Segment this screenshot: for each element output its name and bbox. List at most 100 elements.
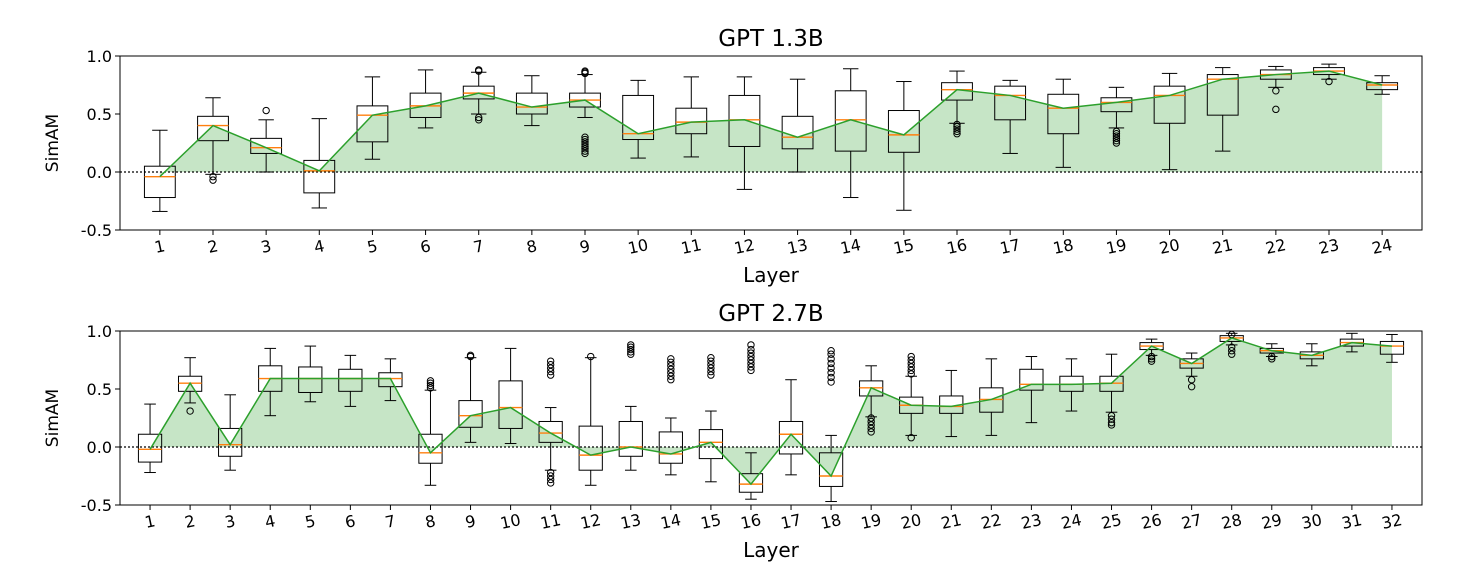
box-iqr	[1153, 85, 1186, 124]
flier-point	[1272, 105, 1280, 114]
box-iqr	[356, 105, 389, 143]
area-fill	[150, 337, 1392, 485]
box-iqr	[143, 165, 176, 199]
x-tick-label: 5	[303, 511, 317, 532]
box-iqr	[1379, 340, 1405, 355]
box-iqr	[887, 110, 920, 153]
flier-point	[707, 367, 715, 376]
x-tick-label: 18	[819, 510, 843, 533]
flier-point	[546, 479, 555, 487]
flier-point	[546, 367, 555, 376]
x-tick-label: 1	[153, 236, 167, 257]
box-iqr	[1206, 74, 1239, 116]
x-tick-label: 23	[1019, 510, 1043, 533]
x-tick-label: 6	[419, 236, 433, 257]
flier-point	[667, 365, 675, 373]
x-tick-label: 1	[143, 511, 157, 532]
box-iqr	[218, 427, 243, 457]
flier-point	[546, 357, 555, 365]
area-fill	[159, 71, 1383, 177]
box-22	[979, 358, 1004, 436]
flier-point	[953, 120, 961, 129]
flier-point	[627, 343, 635, 351]
x-tick-label: 28	[1220, 510, 1244, 533]
axes-frame	[119, 330, 1423, 506]
box-iqr	[498, 380, 523, 429]
flier-point	[827, 355, 835, 363]
flier-point	[867, 421, 875, 429]
flier-point	[1187, 376, 1196, 384]
flier-point	[867, 428, 875, 436]
x-tick-label: 3	[259, 236, 273, 257]
flier-point	[475, 66, 483, 74]
x-tick-label: 21	[939, 510, 963, 533]
box-14	[834, 68, 867, 199]
flier-point	[907, 366, 915, 375]
flier-point	[546, 472, 555, 480]
y-tick-label: -0.5	[81, 496, 112, 515]
box-8	[418, 377, 443, 486]
flier-point	[907, 363, 915, 371]
x-tick-label: 4	[263, 511, 277, 532]
x-tick-label: 29	[1260, 510, 1284, 533]
chart-title: GPT 2.7B	[718, 301, 823, 327]
x-axis-label: Layer	[743, 538, 800, 562]
flier-point	[667, 362, 675, 370]
box-iqr	[994, 85, 1027, 121]
flier-point	[209, 172, 217, 181]
x-tick-label: 32	[1380, 510, 1404, 533]
box-13	[618, 341, 643, 471]
flier-point	[1107, 415, 1116, 423]
flier-point	[667, 369, 675, 377]
flier-point	[581, 67, 589, 75]
flier-point	[907, 352, 915, 361]
x-tick-label: 4	[312, 236, 326, 257]
x-tick-label: 15	[699, 510, 723, 533]
box-iqr	[1366, 82, 1399, 91]
box-iqr	[1047, 93, 1080, 135]
flier-point	[426, 379, 435, 387]
flier-point	[707, 353, 715, 362]
flier-point	[1268, 352, 1276, 361]
flier-point	[953, 130, 961, 138]
flier-point	[747, 356, 755, 364]
flier-point	[747, 352, 755, 361]
flier-point	[1147, 357, 1156, 365]
x-tick-label: 24	[1370, 235, 1394, 258]
x-tick-label: 30	[1300, 510, 1324, 533]
flier-point	[546, 360, 555, 369]
x-tick-label: 14	[659, 510, 683, 533]
flier-point	[581, 149, 589, 158]
x-tick-label: 10	[626, 235, 650, 258]
flier-point	[827, 369, 835, 377]
flier-point	[907, 434, 915, 442]
flier-point	[1147, 355, 1156, 363]
x-tick-label: 6	[343, 511, 357, 532]
flier-point	[907, 356, 915, 364]
flier-point	[546, 475, 555, 484]
y-tick-label: 0.5	[87, 105, 112, 124]
flier-point	[1112, 136, 1121, 145]
flier-point	[426, 377, 435, 385]
box-iqr	[834, 90, 867, 152]
flier-point	[747, 359, 755, 368]
x-tick-label: 14	[839, 235, 863, 258]
flier-point	[587, 352, 595, 361]
box-15	[698, 353, 724, 483]
flier-point	[581, 147, 589, 155]
flier-point	[581, 135, 589, 144]
box-11	[538, 357, 563, 487]
box-iqr	[418, 433, 443, 464]
x-tick-label: 19	[1104, 235, 1128, 258]
box-iqr	[818, 452, 844, 487]
flier-point	[827, 359, 835, 368]
flier-point	[827, 378, 835, 386]
x-tick-label: 15	[892, 235, 916, 258]
flier-point	[747, 345, 755, 354]
x-tick-label: 22	[979, 510, 1003, 533]
flier-point	[827, 350, 835, 358]
x-tick-label: 21	[1211, 235, 1235, 258]
x-tick-label: 9	[463, 511, 477, 532]
flier-point	[581, 133, 589, 141]
